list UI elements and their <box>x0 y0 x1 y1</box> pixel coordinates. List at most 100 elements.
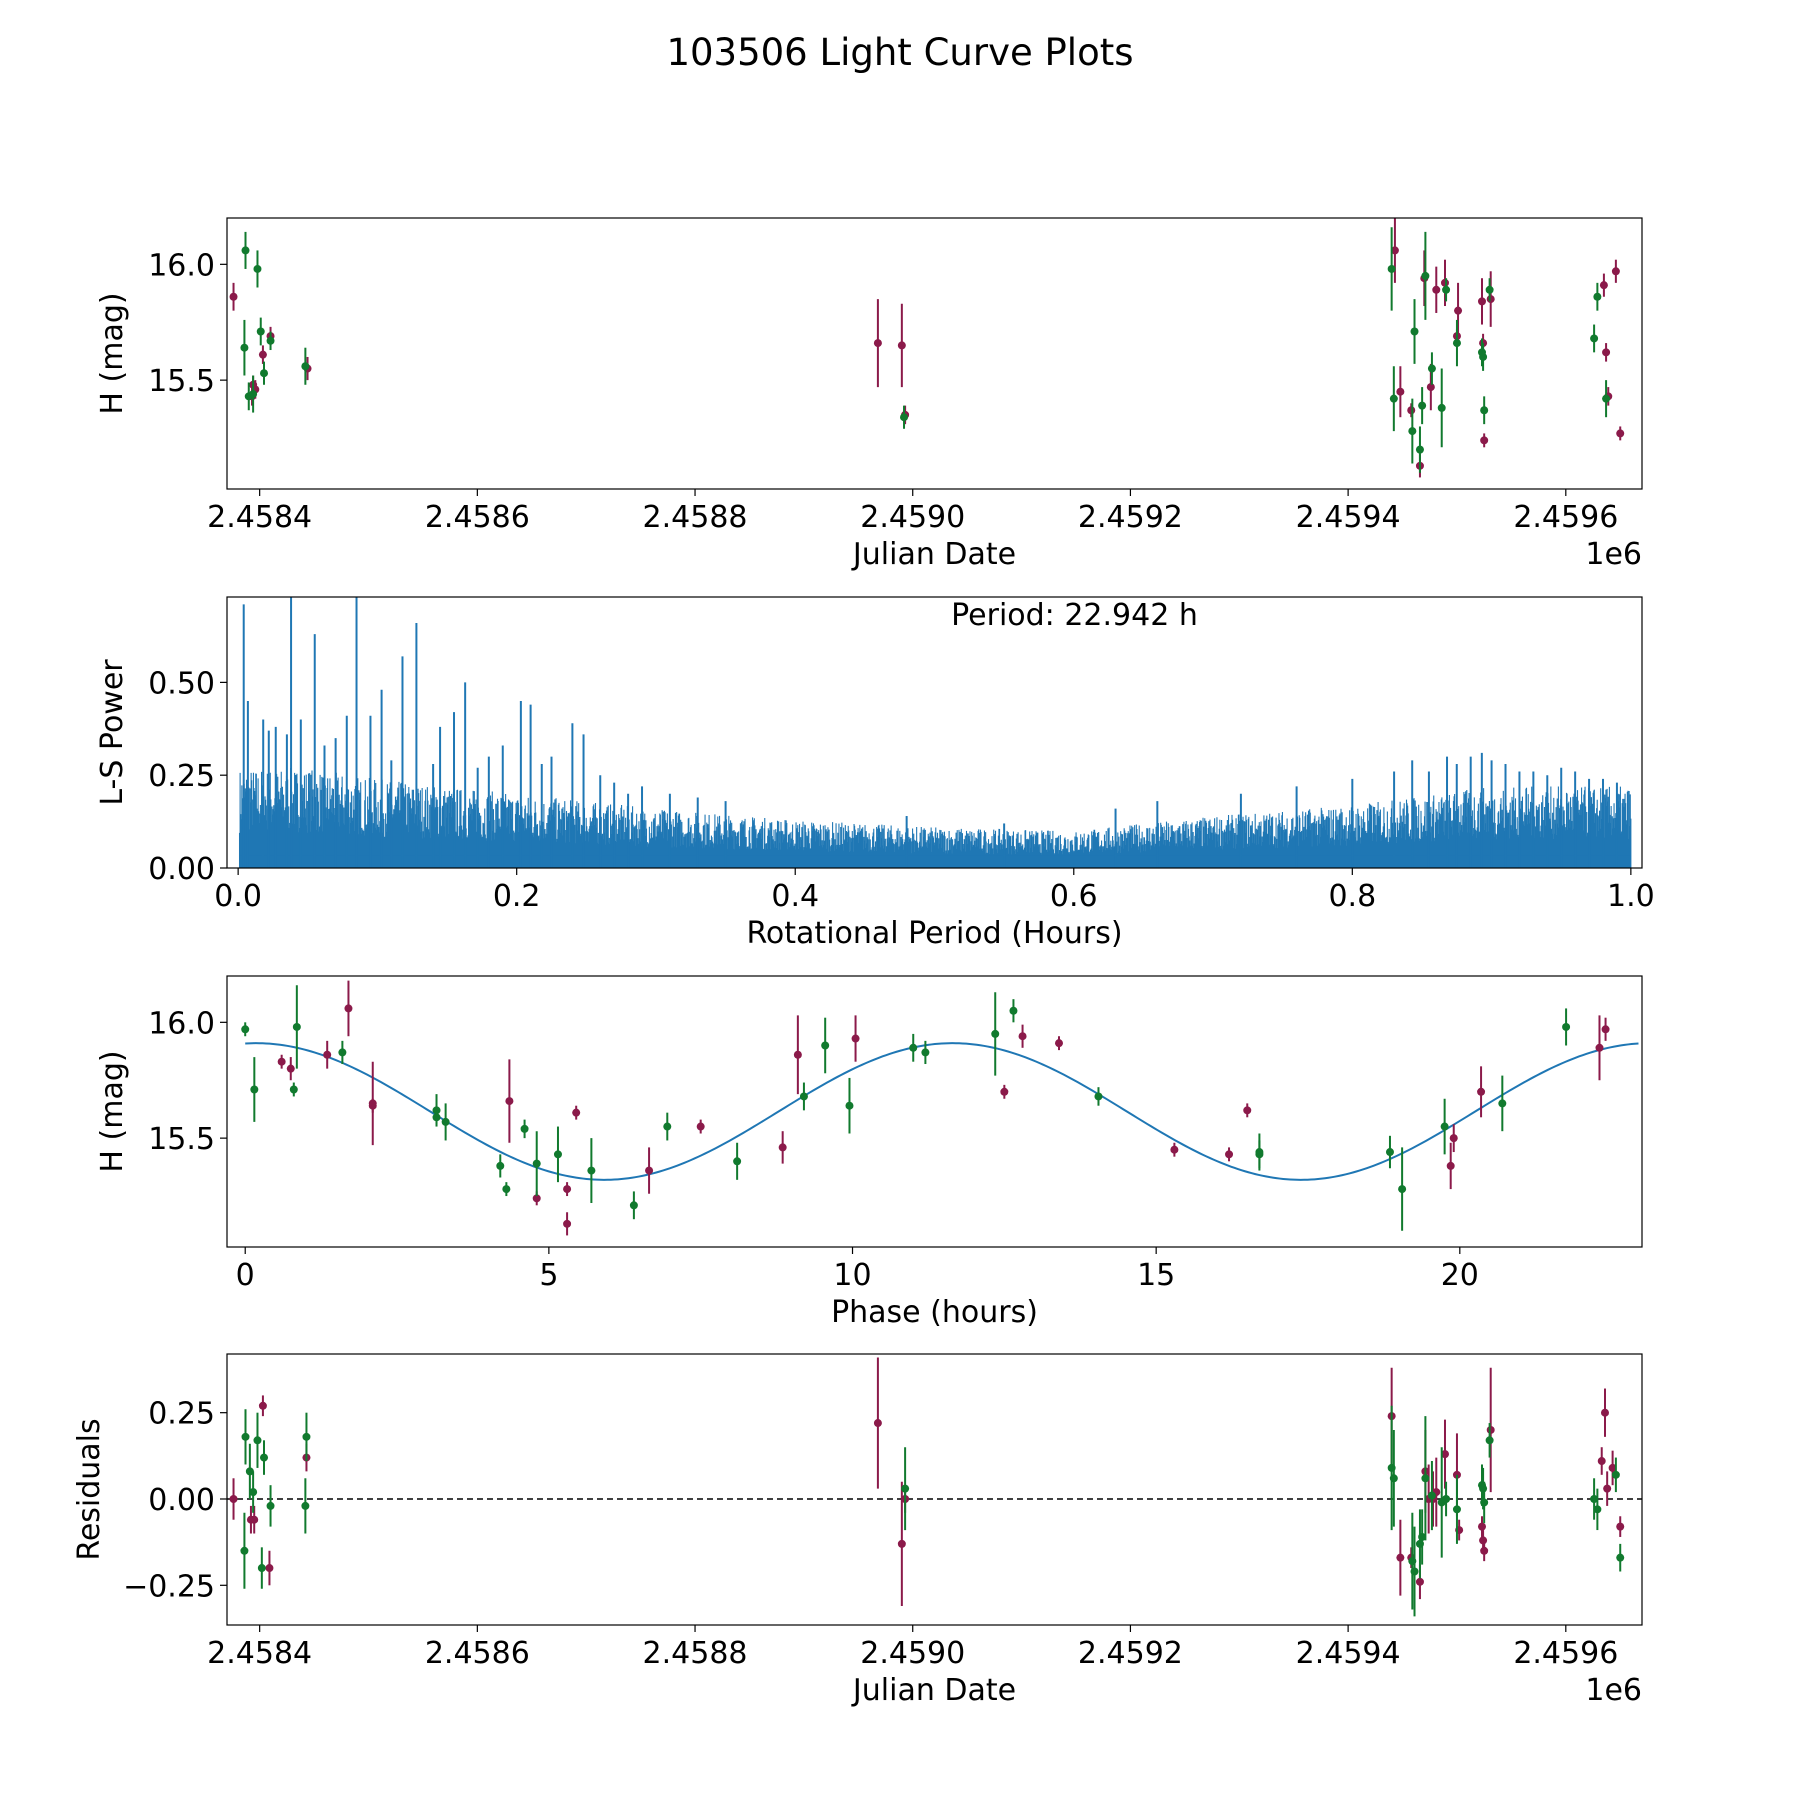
data-point <box>245 1467 254 1476</box>
panel-phase-folded: 0 5 10 15 20 15.5 16.0 Phase (hours) H (mag) <box>95 975 1643 1330</box>
data-point <box>1407 406 1416 415</box>
fit-curve <box>245 1042 1639 1181</box>
data-point <box>253 1436 262 1445</box>
y-axis-label: Residuals <box>72 1418 107 1560</box>
data-point <box>260 369 269 378</box>
data-point <box>1485 1436 1494 1445</box>
data-point <box>1486 1425 1495 1434</box>
data-point <box>1442 1494 1451 1503</box>
axes-frame <box>226 217 1643 490</box>
data-point <box>1421 1474 1430 1483</box>
x-offset-label: 1e6 <box>1585 1673 1642 1708</box>
data-point <box>286 1064 295 1073</box>
data-point <box>241 1432 250 1441</box>
x-tick-label: 2.4586 <box>425 1636 530 1671</box>
data-point <box>266 336 275 345</box>
data-point <box>1410 327 1419 336</box>
x-tick-label: 2.4594 <box>1296 500 1401 535</box>
data-point <box>1616 429 1625 438</box>
data-point <box>897 341 906 350</box>
data-point <box>289 1085 298 1094</box>
data-point <box>1477 1522 1486 1531</box>
data-point <box>256 327 265 336</box>
data-point <box>505 1097 514 1106</box>
periodogram-spectrum <box>238 768 1632 868</box>
data-point <box>368 1101 377 1110</box>
y-axis-label: H (mag) <box>95 292 130 414</box>
data-point <box>1480 436 1489 445</box>
data-point <box>851 1034 860 1043</box>
data-point <box>793 1050 802 1059</box>
panel-light-curve: 2.4584 2.4586 2.4588 2.4590 2.4592 2.4594 2.45… <box>95 217 1643 572</box>
y-axis-label: H (mag) <box>95 1050 130 1172</box>
data-point <box>532 1194 541 1203</box>
data-point <box>1418 401 1427 410</box>
data-point <box>1593 292 1602 301</box>
data-point <box>302 1432 311 1441</box>
periodogram-trace <box>238 597 1632 868</box>
data-point <box>441 1117 450 1126</box>
data-point <box>901 1484 910 1493</box>
data-point <box>1480 406 1489 415</box>
data-point <box>1440 278 1449 287</box>
data-point <box>520 1124 529 1133</box>
data-point <box>1486 295 1495 304</box>
data-point <box>1454 306 1463 315</box>
data-point <box>1432 285 1441 294</box>
data-point <box>1054 1039 1063 1048</box>
data-point <box>921 1048 930 1057</box>
data-point <box>733 1157 742 1166</box>
data-point <box>587 1166 596 1175</box>
y-tick-label: 15.5 <box>148 364 215 399</box>
data-point <box>873 339 882 348</box>
panel-periodogram: Period: 22.942 h 0.0 0.2 0.4 0.6 0.8 1.0 0.00 0.… <box>95 596 1655 951</box>
axes-frame <box>226 1353 1643 1626</box>
x-tick-label: 0.4 <box>771 879 819 914</box>
x-tick-label: 2.4586 <box>425 500 530 535</box>
y-tick-label: 0.25 <box>148 1397 215 1432</box>
data-point <box>277 1057 286 1066</box>
x-tick-label: 2.4584 <box>207 1636 312 1671</box>
data-point <box>873 1419 882 1428</box>
period-annotation: Period: 22.942 h <box>951 598 1198 633</box>
data-point <box>1421 271 1430 280</box>
data-point <box>1009 1006 1018 1015</box>
data-point <box>1600 1408 1609 1417</box>
data-point <box>696 1122 705 1131</box>
data-point <box>1387 264 1396 273</box>
data-points <box>241 980 1610 1236</box>
axes-frame <box>226 596 1643 869</box>
data-point <box>1616 1522 1625 1531</box>
data-point <box>1602 348 1611 357</box>
x-tick-label: 2.4584 <box>207 500 312 535</box>
data-point <box>1498 1099 1507 1108</box>
data-point <box>1427 1491 1436 1500</box>
data-point <box>258 350 267 359</box>
data-point <box>1000 1087 1009 1096</box>
data-point <box>1597 1457 1606 1466</box>
data-point <box>241 246 250 255</box>
x-tick-label: 2.4596 <box>1513 500 1618 535</box>
y-axis-label: L-S Power <box>95 659 130 806</box>
data-point <box>1562 1022 1571 1031</box>
data-point <box>257 1564 266 1573</box>
data-point <box>249 1488 258 1497</box>
x-offset-label: 1e6 <box>1585 537 1642 572</box>
x-tick-label: 15 <box>1137 1258 1175 1293</box>
data-point <box>301 362 310 371</box>
data-point <box>1426 383 1435 392</box>
data-point <box>1243 1106 1252 1115</box>
data-point <box>553 1150 562 1159</box>
x-tick-label: 20 <box>1441 1258 1479 1293</box>
data-point <box>260 1453 269 1462</box>
data-point <box>1602 394 1611 403</box>
x-tick-label: 0 <box>236 1258 255 1293</box>
data-point <box>240 343 249 352</box>
data-points <box>229 1357 1625 1617</box>
x-axis-label: Rotational Period (Hours) <box>746 916 1122 951</box>
data-point <box>1437 403 1446 412</box>
x-axis-label: Phase (hours) <box>831 1295 1038 1330</box>
data-point <box>1389 394 1398 403</box>
data-point <box>1608 1463 1617 1472</box>
data-point <box>1480 1546 1489 1555</box>
